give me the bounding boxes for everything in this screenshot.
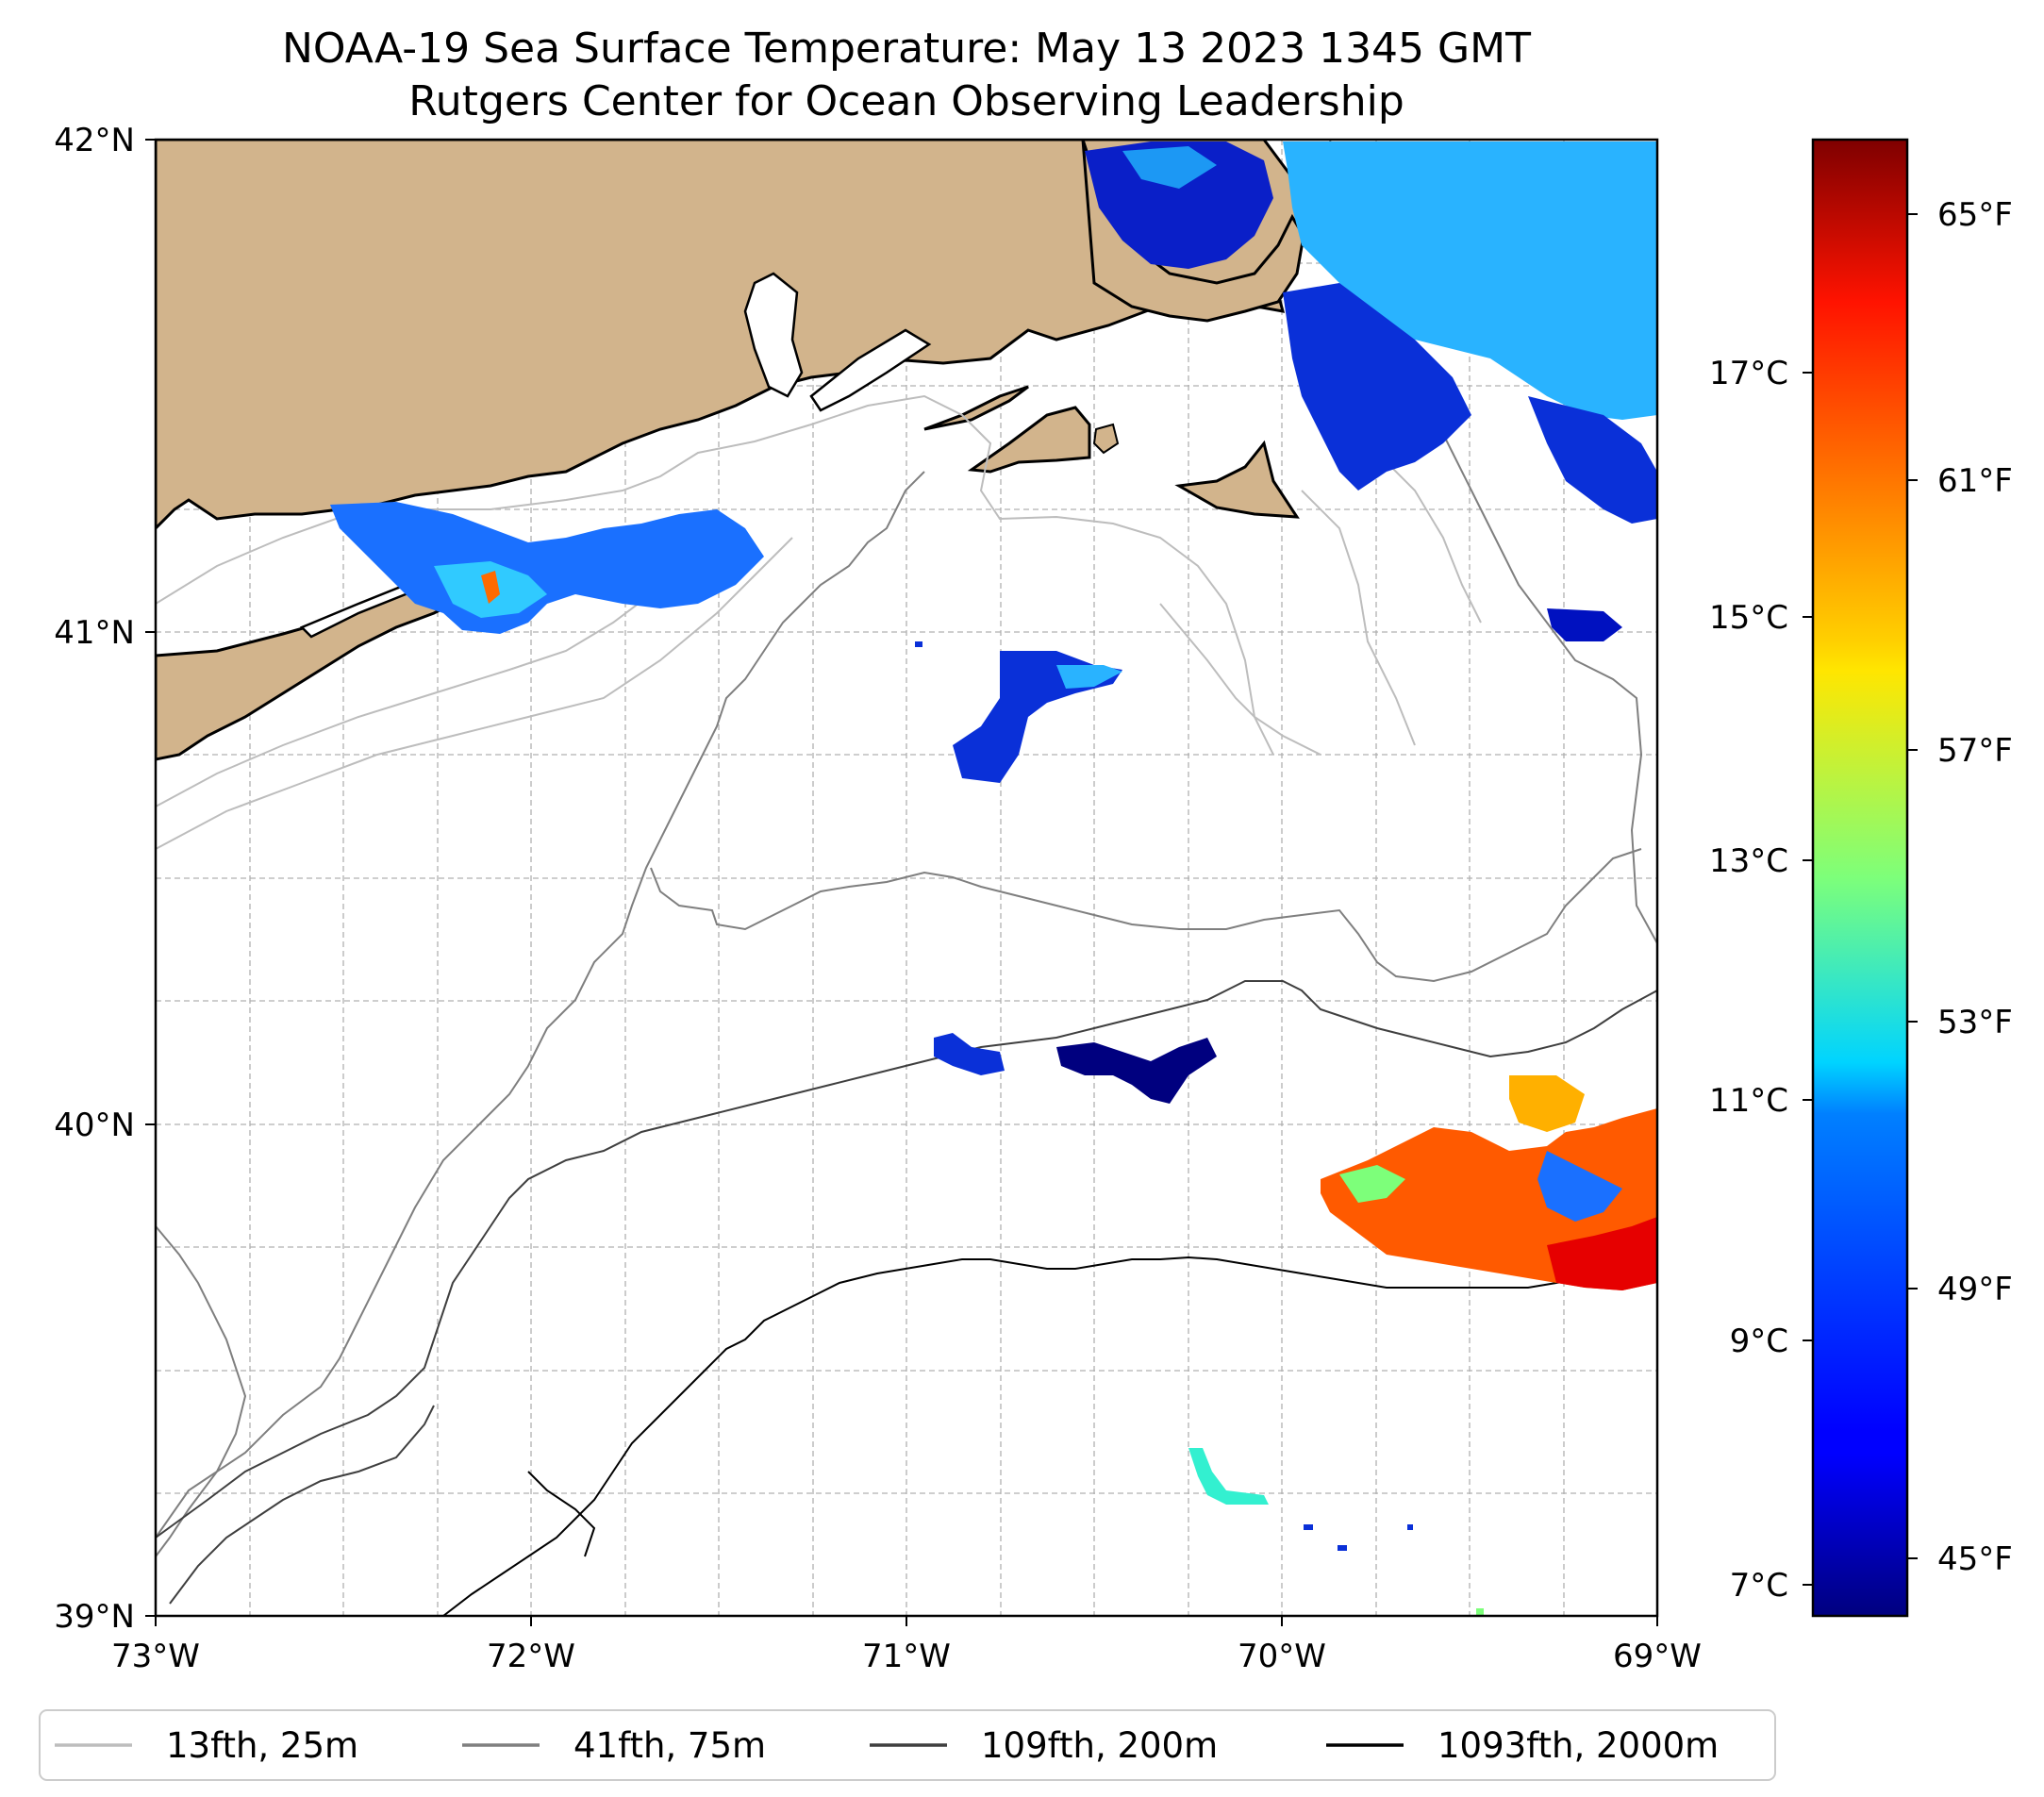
colorbar-gradient (1811, 138, 1909, 1618)
sst-patch-offshore-2 (934, 1033, 1005, 1075)
colorbar-celsius-label: 13°C (1709, 842, 1788, 880)
sst-patch-warm-eddy-core (1547, 1217, 1657, 1290)
water-buzzards-bay (809, 328, 932, 412)
chart-title-line2: Rutgers Center for Ocean Observing Leade… (408, 77, 1404, 125)
legend-label-2000m: 1093fth, 2000m (1437, 1725, 1719, 1766)
sst-patch-warm-eddy-blue (1537, 1151, 1622, 1222)
colorbar-celsius-label: 15°C (1709, 599, 1788, 637)
sst-speck-2 (1338, 1545, 1347, 1551)
sst-patch-offshore-1-edge (1056, 665, 1122, 689)
colorbar-celsius-label: 7°C (1730, 1567, 1788, 1605)
sst-patch-offshore-3 (1056, 1038, 1217, 1104)
sst-speck-1 (1304, 1524, 1313, 1530)
y-tick-labels: 42°N 41°N 40°N 39°N (54, 122, 135, 1636)
colorbar-fahrenheit-label: 45°F (1937, 1540, 2013, 1578)
legend-label-200m: 109fth, 200m (981, 1725, 1218, 1766)
sst-speck-5 (915, 641, 922, 647)
sst-data (330, 141, 1657, 1616)
sst-patch-long-island-sound-hot (481, 571, 500, 604)
sst-patch-gulf-of-maine-cold2 (1528, 396, 1657, 524)
colorbar-fahrenheit-label: 49°F (1937, 1271, 2013, 1308)
y-tick-label: 41°N (54, 614, 135, 652)
sst-patch-warm-eddy-cool (1339, 1165, 1405, 1203)
land-block-island (1092, 423, 1120, 455)
map-panel (156, 140, 1657, 1616)
colorbar-fahrenheit-label: 57°F (1937, 732, 2013, 770)
land-marthas-vineyard (967, 406, 1091, 474)
water-narragansett-bay (743, 272, 804, 398)
sst-patch-cape-cod-bay (1085, 141, 1273, 269)
y-tick-label: 39°N (54, 1598, 135, 1636)
x-tick-labels: 73°W 72°W 71°W 70°W 69°W (111, 1638, 1702, 1675)
contour-200m (156, 980, 1657, 1605)
colorbar-celsius-label: 9°C (1730, 1323, 1788, 1360)
contour-2000m (442, 1256, 1657, 1616)
legend-label-25m: 13fth, 25m (166, 1725, 358, 1766)
legend-label-75m: 41fth, 75m (573, 1725, 766, 1766)
sst-patch-long-island-sound (330, 502, 764, 634)
y-tick-label: 40°N (54, 1106, 135, 1144)
sst-patch-warm-eddy-north (1509, 1075, 1585, 1132)
chart-title-line1: NOAA-19 Sea Surface Temperature: May 13 … (282, 25, 1531, 73)
x-tick-label: 69°W (1613, 1638, 1702, 1675)
sst-speck-4 (1476, 1608, 1484, 1616)
sst-patch-gulf-of-maine-cold (1283, 283, 1471, 491)
sst-patch-nantucket-shoals (1547, 608, 1622, 641)
x-tick-label: 70°W (1238, 1638, 1326, 1675)
colorbar: 17°C 15°C 13°C 11°C 9°C 7°C 65°F 61°F 57… (1709, 138, 2013, 1618)
y-tick-label: 42°N (54, 122, 135, 159)
x-tick-label: 73°W (111, 1638, 200, 1675)
colorbar-fahrenheit-label: 65°F (1937, 196, 2013, 234)
colorbar-celsius-label: 17°C (1709, 355, 1788, 392)
land-mainland (156, 140, 1308, 531)
x-tick-label: 71°W (862, 1638, 951, 1675)
sst-speck-3 (1407, 1524, 1413, 1530)
sst-patch-cape-cod-bay-edge (1122, 146, 1217, 189)
colorbar-celsius-label: 11°C (1709, 1082, 1788, 1120)
land-nantucket (1174, 440, 1300, 519)
legend: 13fth, 25m 41fth, 75m 109fth, 200m 1093f… (39, 1709, 1776, 1781)
sst-patch-gulf-of-maine (1283, 141, 1657, 420)
axis-ticks (145, 139, 1658, 1626)
x-tick-label: 72°W (487, 1638, 575, 1675)
sst-patch-south-1 (1188, 1448, 1269, 1505)
colorbar-fahrenheit-label: 53°F (1937, 1004, 2013, 1041)
colorbar-fahrenheit-label: 61°F (1937, 462, 2013, 500)
